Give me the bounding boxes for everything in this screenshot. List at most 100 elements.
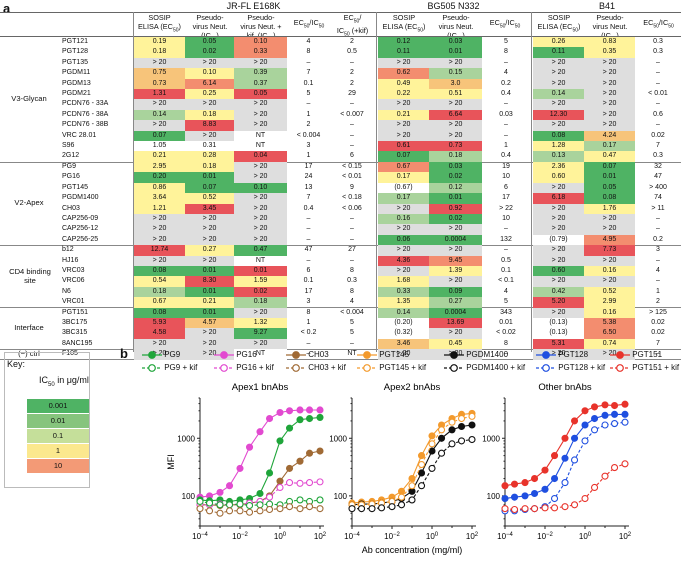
table-row: > 20 > 20 > 20– – — [134, 224, 374, 235]
data-point — [601, 421, 609, 429]
antibody-name: PGDM11 — [62, 69, 91, 77]
cell-neut-ic50: > 20 — [584, 99, 635, 110]
cell-sosip-ec50: > 20 — [134, 99, 185, 110]
data-point — [276, 437, 284, 445]
table-row: > 20> 20 – — [533, 255, 681, 266]
table-row: PG9 — [60, 162, 133, 172]
cell-neut-kif-ic50: > 20 — [234, 109, 287, 121]
cell-neut-ic50: 8.83 — [185, 120, 234, 131]
cell-ratio: – — [504, 246, 508, 254]
cell-sosip-ec50: 0.08 — [134, 307, 185, 318]
cell-neut-kif-ic50: 0.37 — [234, 78, 287, 90]
data-point — [276, 505, 284, 513]
data-point — [216, 501, 224, 509]
cell-ratio: 1 — [306, 152, 311, 160]
table-row: > 20 7.73 3 — [533, 245, 681, 256]
table-row: > 20> 20 – — [378, 99, 530, 110]
table-row: > 20> 20 – — [378, 130, 530, 142]
antibody-name: PG9 — [62, 162, 77, 170]
cell-neut-kif-ic50: > 20 — [234, 193, 287, 204]
legend-label: PGT128 + kif — [556, 363, 606, 372]
table-row: (0.13) 5.38 0.02 — [533, 317, 681, 329]
cell-neut-kif-ic50: 0.47 — [234, 245, 287, 256]
cell-neut-ic50: 3.0 — [429, 78, 482, 90]
table-row: > 20 > 20 > 20– – — [134, 213, 374, 225]
table-row: 0.21 6.64 0.03 — [378, 109, 530, 121]
cell-ratio: 4 — [306, 38, 311, 45]
data-point — [205, 499, 214, 507]
cell-ratio: 0.01 — [499, 318, 513, 326]
table-row: 0.33 0.09 4 — [378, 286, 530, 298]
cell-sosip-ec50: > 20 — [134, 255, 185, 266]
cell-ratio: 8 — [504, 48, 508, 56]
cell-ratio: 7 — [306, 194, 311, 202]
cell-sosip-ec50: 0.19 — [134, 37, 185, 48]
cell-neut-ic50: 6.50 — [584, 328, 635, 339]
cell-neut-ic50: > 20 — [584, 276, 635, 287]
table-row: PGT128 — [60, 47, 133, 57]
table-row: 0.13 0.47 0.3 — [533, 151, 681, 162]
cell-sosip-ec50: 0.13 — [533, 151, 584, 162]
cell-neut-kif-ic50: NT — [234, 141, 287, 152]
cell-neut-ic50: 0.01 — [584, 172, 635, 183]
table-row: HJ16 — [60, 256, 133, 266]
cell-neut-kif-ic50: 0.01 — [234, 265, 287, 277]
data-point — [285, 424, 294, 432]
filled-circle-icon — [142, 350, 162, 359]
cell-neut-ic50: > 20 — [429, 120, 482, 131]
data-point — [621, 410, 629, 418]
table-row: > 20 0.16 > 125 — [533, 307, 681, 318]
key-title: Key: — [7, 359, 26, 369]
table-row: 5.31 0.74 7 — [533, 338, 681, 350]
cell-sosip-ec50: 12.30 — [533, 109, 584, 121]
y-tick-label: 100 — [334, 492, 348, 501]
filled-circle-icon — [536, 350, 556, 359]
cell-sosip-ec50: > 20 — [134, 338, 185, 350]
cell-sosip-ec50: > 20 — [134, 57, 185, 69]
table-row: 1.31 0.25 0.05 5 29 — [134, 89, 374, 100]
cell-ratio: < 0.01 — [648, 90, 668, 98]
data-point — [610, 410, 619, 418]
data-point — [316, 505, 324, 513]
table-row: PGDM13 — [60, 79, 133, 89]
data-point — [417, 469, 426, 477]
data-point — [285, 479, 294, 487]
data-point — [541, 504, 549, 512]
cell-neut-ic50: 0.08 — [584, 193, 635, 204]
data-point — [397, 487, 406, 495]
data-point — [530, 489, 539, 498]
table-row: 0.14 0.0004 343 — [378, 307, 530, 318]
data-point — [236, 464, 244, 472]
data-point — [305, 479, 314, 487]
cell-sosip-ec50: > 20 — [378, 265, 429, 277]
data-point — [276, 408, 284, 417]
cell-sosip-ec50: > 20 — [378, 245, 429, 256]
data-point — [437, 449, 446, 457]
cell-neut-ic50: 0.17 — [584, 141, 635, 152]
antibody-name: CAP256-25 — [62, 235, 99, 243]
data-point — [468, 421, 476, 429]
table-row: 0.11 0.01 8 — [378, 47, 530, 58]
cell-sosip-ec50: > 20 — [533, 182, 584, 194]
data-point — [601, 472, 609, 480]
cell-neut-kif-ic50: 0.10 — [234, 182, 287, 194]
antibody-name: 3BC175 — [62, 318, 88, 326]
antibody-name: PGT145 — [62, 183, 89, 191]
cell-ratio: 0.02 — [651, 329, 665, 337]
cell-neut-kif-ic50: > 20 — [234, 203, 287, 214]
cell-ratio: 8 — [306, 48, 311, 56]
cell-sosip-ec50: 0.61 — [378, 141, 429, 152]
cell-sosip-ec50: > 20 — [134, 234, 185, 246]
cell-sosip-ec50: 3.64 — [134, 193, 185, 204]
antibody-name: CH03 — [62, 204, 80, 212]
header-jr-ratio: EC50/IC50 — [293, 18, 325, 30]
cell-sosip-ec50: (0.79) — [533, 234, 584, 246]
cell-ratio: 32 — [654, 162, 662, 170]
cell-ratio: < 0.2 — [300, 329, 317, 337]
cell-neut-ic50: 0.16 — [584, 265, 635, 277]
cell-sosip-ec50: 0.14 — [134, 109, 185, 121]
cell-neut-ic50: 8.30 — [185, 276, 234, 287]
cell-sosip-ec50: 0.18 — [134, 47, 185, 58]
antibody-name: PGT128 — [62, 48, 89, 56]
cell-neut-ic50: 0.05 — [185, 37, 234, 48]
